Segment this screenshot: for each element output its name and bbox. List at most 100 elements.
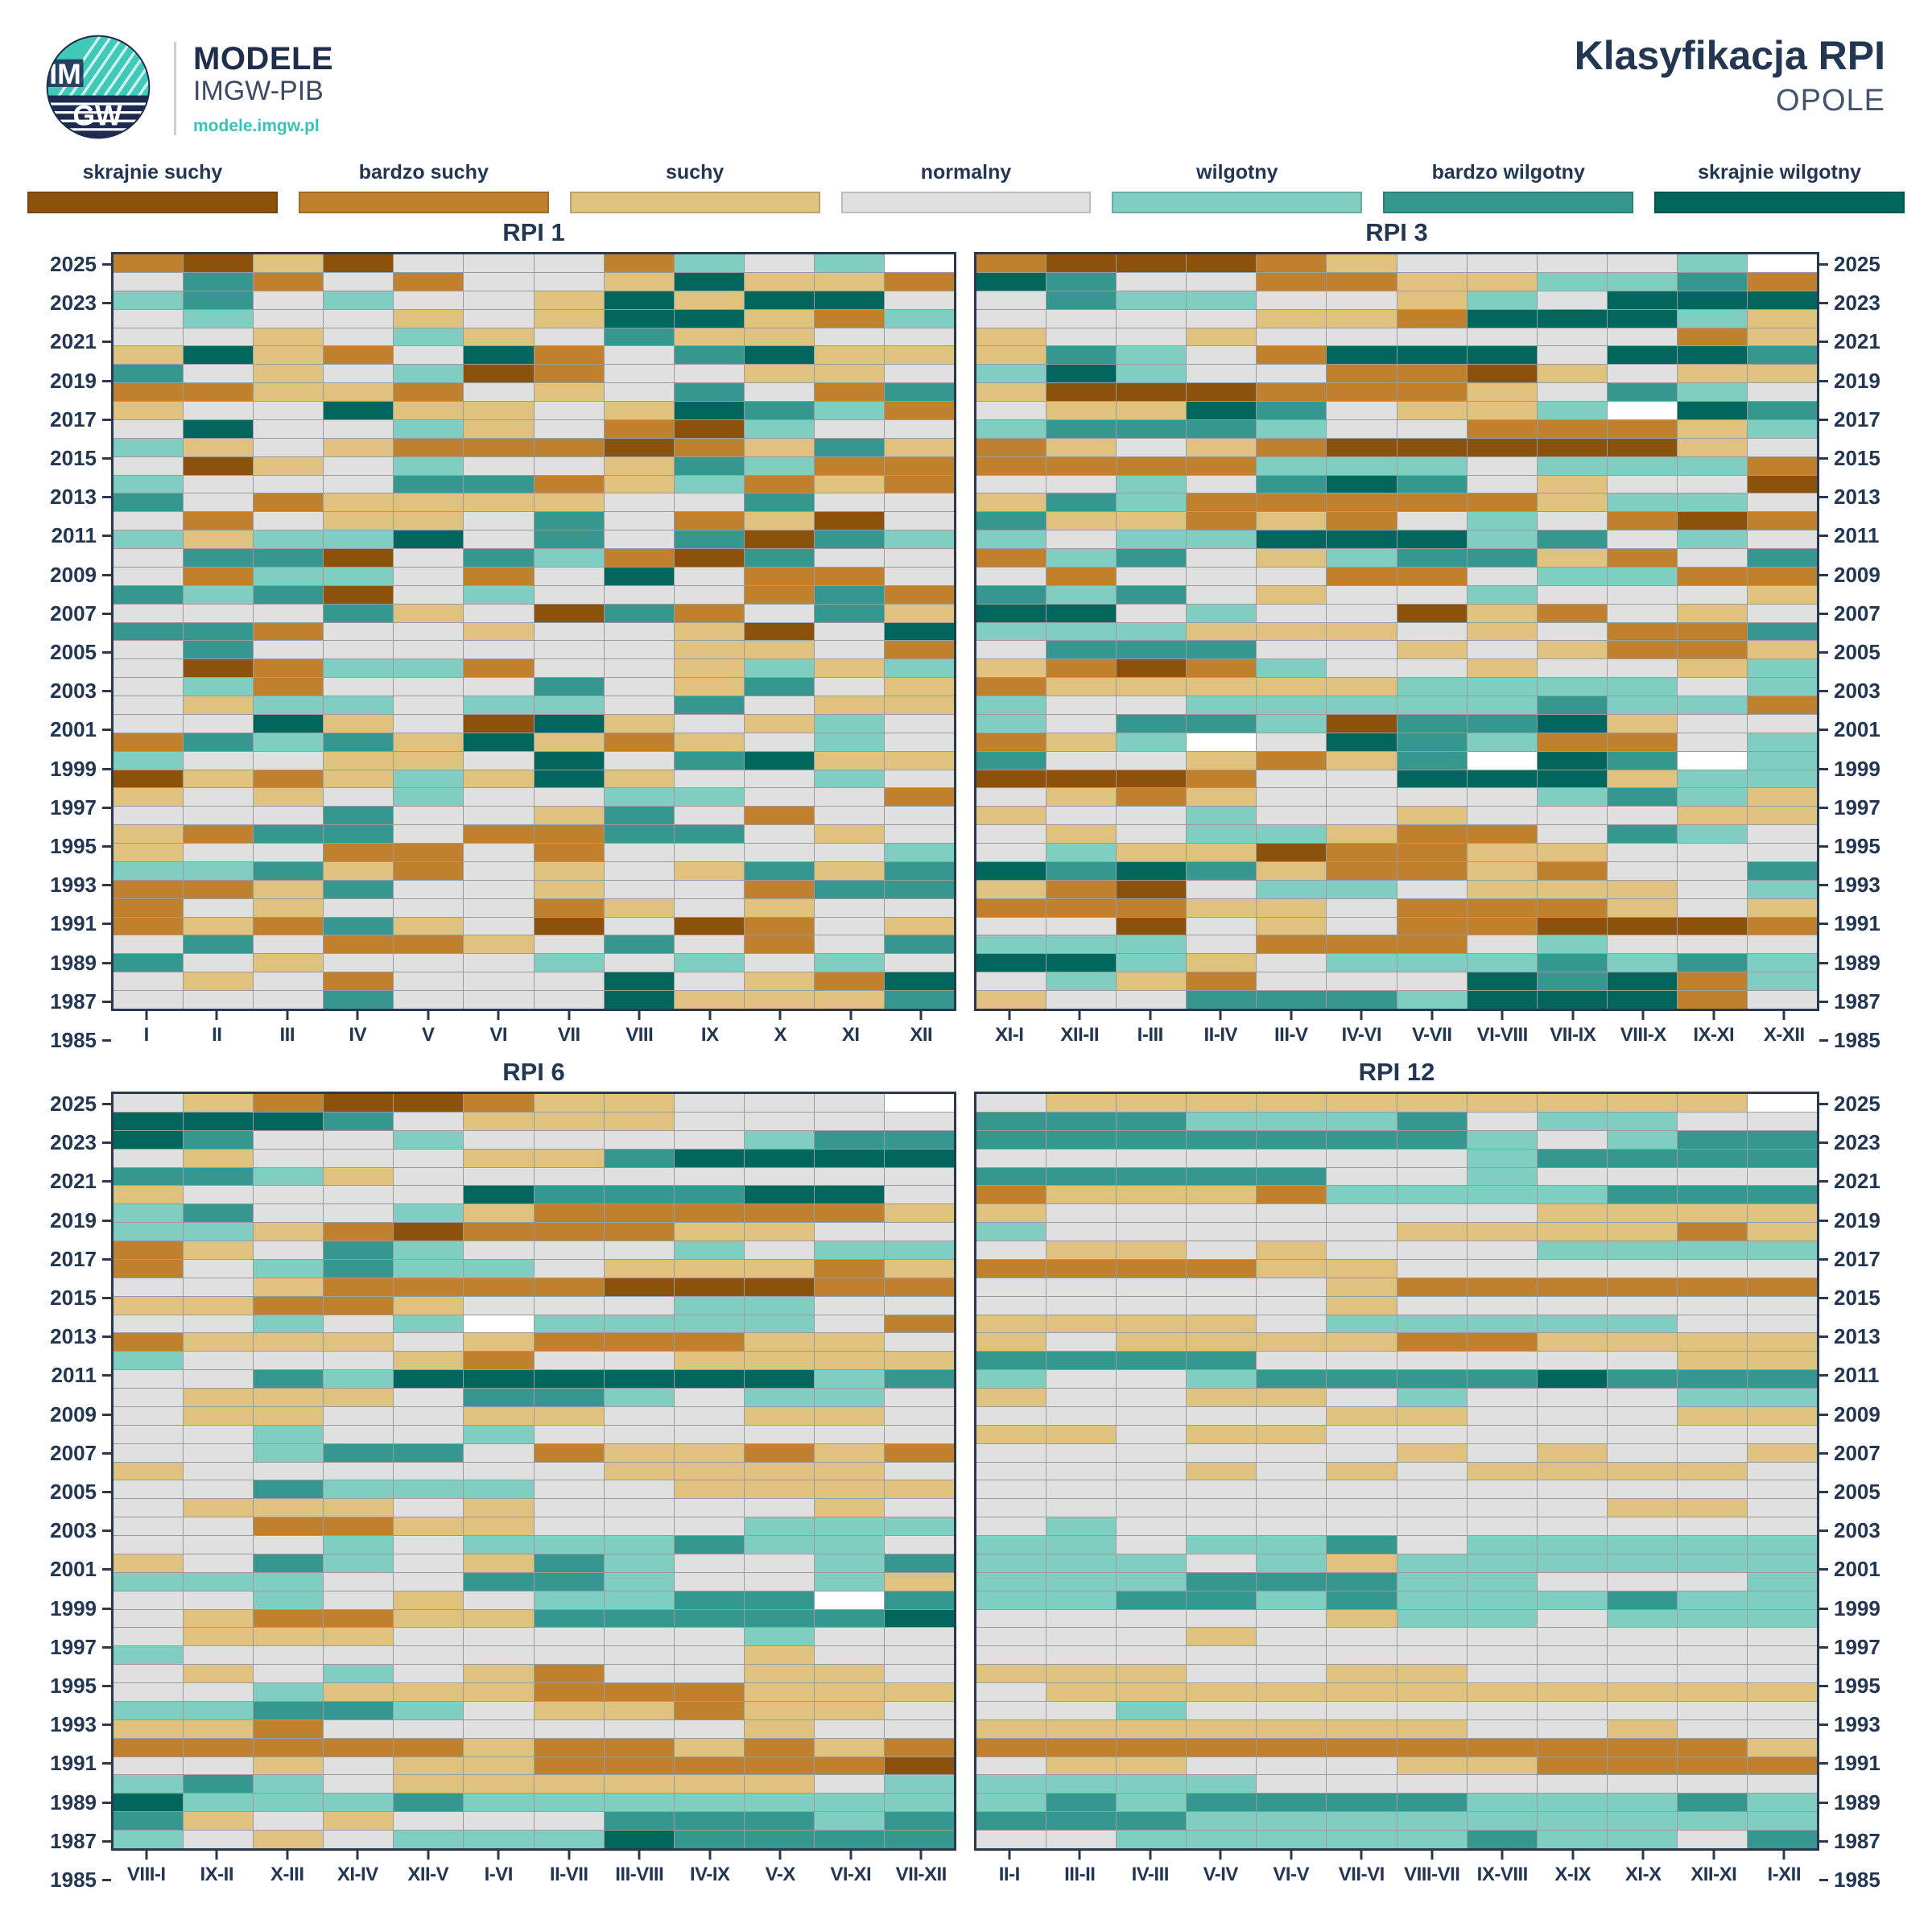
y-axis-label: 2009 (26, 1402, 111, 1427)
y-axis-label: 2013 (1819, 485, 1905, 510)
heatmap-cell (976, 733, 1046, 751)
heatmap-cell (1257, 1333, 1327, 1352)
heatmap-cell (254, 714, 324, 733)
heatmap-cell (1327, 1794, 1397, 1812)
heatmap-cell (1187, 1186, 1257, 1204)
heatmap-cell (464, 1757, 534, 1775)
y-axis-label (1819, 1699, 1905, 1712)
y-axis-label: 2001 (26, 717, 111, 742)
heatmap-cell (1327, 1775, 1397, 1794)
heatmap-cell (394, 419, 464, 438)
y-axis-label (1819, 1272, 1905, 1286)
y-axis-label: 2007 (1819, 1441, 1905, 1466)
y-axis-label (26, 704, 111, 717)
heatmap-cell (114, 585, 184, 604)
heatmap-cell (1537, 1683, 1607, 1701)
heatmap-cell (1117, 272, 1187, 291)
heatmap-cell (1467, 954, 1537, 972)
heatmap-cell (604, 1167, 674, 1186)
heatmap-cell (884, 972, 954, 991)
heatmap-cell (604, 1296, 674, 1315)
heatmap-cell (394, 1517, 464, 1536)
heatmap-cell (184, 1425, 254, 1443)
y-axis-label (26, 1854, 111, 1868)
heatmap-cell (814, 991, 884, 1009)
heatmap-cell (254, 917, 324, 935)
heatmap-cell (884, 1831, 954, 1848)
heatmap-cell (674, 1554, 744, 1572)
heatmap-cell (534, 1296, 604, 1315)
heatmap-cell (464, 291, 534, 309)
heatmap-cell (534, 1517, 604, 1536)
heatmap-cell (1607, 272, 1677, 291)
legend-item: wilgotny (1112, 161, 1363, 213)
heatmap-cell (1046, 1112, 1117, 1130)
heatmap-cell (814, 1554, 884, 1572)
heatmap-cell (884, 512, 954, 530)
heatmap-cell (1467, 1443, 1537, 1462)
heatmap-cell (604, 898, 674, 917)
heatmap-cell (184, 346, 254, 365)
heatmap-cell (814, 1406, 884, 1425)
heatmap-cell (976, 291, 1046, 309)
heatmap-cell (464, 1406, 534, 1425)
heatmap-cell (324, 1443, 394, 1462)
heatmap-cell (1327, 1646, 1397, 1665)
y-axis-label: 1991 (26, 1751, 111, 1776)
heatmap-cell (884, 1719, 954, 1738)
heatmap-cell (744, 328, 814, 346)
heatmap-cell (1677, 549, 1747, 567)
heatmap-cell (1607, 1757, 1677, 1775)
heatmap-cell (674, 1757, 744, 1775)
heatmap-cell (1046, 272, 1117, 291)
brand-url-link[interactable]: modele.imgw.pl (193, 116, 320, 135)
y-axis-label (26, 1155, 111, 1169)
heatmap-cell (324, 991, 394, 1009)
heatmap-cell (1537, 898, 1607, 917)
heatmap-cell (184, 861, 254, 880)
heatmap-cell (324, 383, 394, 402)
heatmap-cell (976, 1443, 1046, 1462)
x-axis-label: XI-IV (323, 1851, 394, 1893)
heatmap-cell (464, 1223, 534, 1241)
heatmap-cell (394, 1167, 464, 1186)
heatmap-cell (674, 1389, 744, 1406)
heatmap-cell (464, 549, 534, 567)
heatmap-cell (674, 309, 744, 328)
heatmap-cell (976, 770, 1046, 788)
heatmap-cell (1257, 641, 1327, 659)
heatmap-cell (1467, 1480, 1537, 1499)
y-axis-label: 1993 (26, 873, 111, 898)
heatmap-cell (1257, 1554, 1327, 1572)
heatmap-cell (1397, 567, 1467, 585)
heatmap-cell (744, 622, 814, 641)
heatmap-cell (604, 365, 674, 383)
heatmap-cell (1117, 328, 1187, 346)
heatmap-cell (184, 1094, 254, 1112)
heatmap-cell (884, 1646, 954, 1665)
y-axis-label (1819, 1621, 1905, 1635)
heatmap-cell (1327, 1591, 1397, 1609)
heatmap-cell (884, 1094, 954, 1112)
heatmap-cell (1467, 714, 1537, 733)
heatmap-cell (1187, 714, 1257, 733)
heatmap-cell (394, 309, 464, 328)
heatmap-cell (1397, 733, 1467, 751)
heatmap-cell (604, 1278, 674, 1296)
heatmap-cell (744, 641, 814, 659)
heatmap-cell (1677, 419, 1747, 438)
heatmap-cell (1397, 1130, 1467, 1149)
y-axis-label: 2007 (1819, 601, 1905, 626)
heatmap-cell (1537, 972, 1607, 991)
heatmap-cell (324, 438, 394, 456)
heatmap-cell (394, 714, 464, 733)
heatmap-cell (1747, 991, 1817, 1009)
heatmap-cell (114, 1554, 184, 1572)
heatmap-cell (1677, 641, 1747, 659)
heatmap-cell (324, 880, 394, 898)
heatmap-cell (394, 844, 464, 861)
heatmap-cell (814, 1296, 884, 1315)
heatmap-cell (744, 696, 814, 714)
y-axis-label: 2009 (26, 563, 111, 588)
heatmap-cell (1677, 1499, 1747, 1517)
